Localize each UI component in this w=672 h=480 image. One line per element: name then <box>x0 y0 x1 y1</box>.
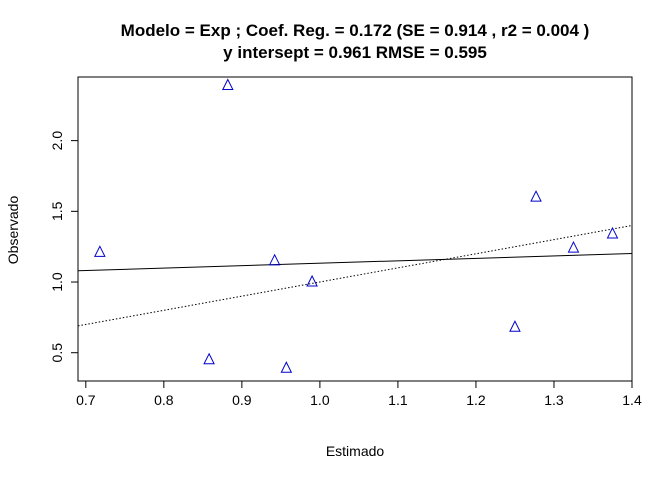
data-point-4 <box>280 361 293 373</box>
x-tick-label-5: 1.2 <box>466 392 486 408</box>
x-tick-label-3: 1.0 <box>310 392 330 408</box>
data-point-7 <box>530 190 542 202</box>
y-tick-label-2: 1.5 <box>49 201 65 221</box>
x-axis-label: Estimado <box>326 443 385 459</box>
y-tick-label-0: 0.5 <box>49 343 65 363</box>
x-tick-label-1: 0.8 <box>154 392 174 408</box>
data-point-0 <box>94 245 106 257</box>
data-point-1 <box>203 352 215 365</box>
plot-area: 0.7 0.8 0.9 1.0 1.1 1.2 1.3 1.4 0.5 1.0 1.5 2.0 <box>49 76 642 408</box>
data-point-8 <box>567 240 580 253</box>
y-tick-label-3: 2.0 <box>49 131 65 151</box>
data-point-9 <box>606 226 619 239</box>
x-tick-label-6: 1.3 <box>544 392 564 408</box>
data-point-2 <box>222 78 234 90</box>
data-point-5 <box>306 274 318 287</box>
chart-title-line-1: Modelo = Exp ; Coef. Reg. = 0.172 (SE = … <box>121 21 590 40</box>
x-tick-label-2: 0.9 <box>232 392 252 408</box>
data-point-6 <box>509 320 521 332</box>
regression-line <box>78 252 632 272</box>
x-tick-label-7: 1.4 <box>622 392 642 408</box>
y-axis-label: Observado <box>5 196 21 265</box>
chart-title-line-2: y intersept = 0.961 RMSE = 0.595 <box>223 43 487 62</box>
data-point-3 <box>268 253 281 266</box>
x-tick-label-0: 0.7 <box>76 392 96 408</box>
y-tick-label-1: 1.0 <box>49 272 65 292</box>
plot-frame <box>77 76 633 382</box>
identity-line <box>78 224 632 327</box>
x-tick-label-4: 1.1 <box>388 392 408 408</box>
